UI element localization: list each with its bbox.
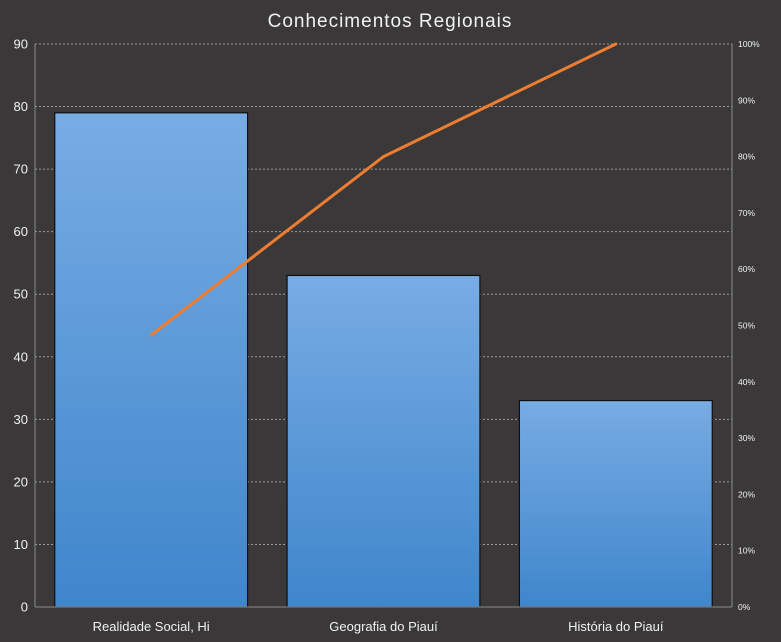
bar-2 [518, 399, 713, 608]
y2-tick-label: 100% [738, 39, 760, 49]
bar-1 [286, 274, 481, 608]
y-tick-label: 0 [21, 600, 28, 615]
axes [34, 44, 733, 608]
y2-tick-label: 30% [738, 433, 755, 443]
x-tick-label: Geografia do Piauí [329, 619, 438, 634]
x-tick-label: Realidade Social, Hi [93, 619, 210, 634]
y-tick-label: 20 [14, 474, 28, 489]
y-tick-label: 50 [14, 287, 28, 302]
y-tick-label: 90 [14, 37, 28, 52]
bar-0 [54, 112, 249, 608]
x-tick-label: História do Piauí [568, 619, 664, 634]
y-tick-label: 80 [14, 99, 28, 114]
y-tick-label: 10 [14, 537, 28, 552]
y2-tick-label: 40% [738, 377, 755, 387]
y-tick-label: 40 [14, 349, 28, 364]
y2-tick-label: 50% [738, 321, 755, 331]
y2-tick-label: 90% [738, 95, 755, 105]
y-tick-label: 70 [14, 162, 28, 177]
y2-tick-label: 70% [738, 208, 755, 218]
y-tick-label: 60 [14, 224, 28, 239]
y2-tick-label: 20% [738, 489, 755, 499]
y2-tick-label: 80% [738, 152, 755, 162]
tick-labels: 0 10 20 30 40 50 60 70 80 90 0% 10% 20% 30% 40% 50% 60% 7… [14, 37, 761, 635]
bars [54, 112, 713, 608]
y2-tick-label: 0% [738, 602, 751, 612]
y-tick-label: 30 [14, 412, 28, 427]
y2-tick-label: 10% [738, 546, 755, 556]
cumulative-line [149, 42, 618, 337]
y2-tick-label: 60% [738, 264, 755, 274]
chart-title: Conhecimentos Regionais [268, 11, 513, 32]
